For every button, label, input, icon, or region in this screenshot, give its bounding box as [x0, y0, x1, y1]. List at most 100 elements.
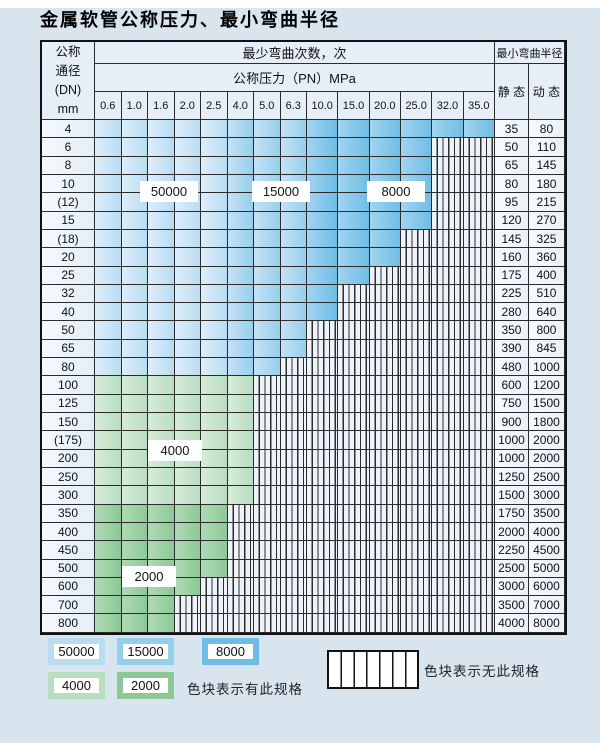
- dynamic-value-cell: 325: [528, 229, 565, 249]
- spec-cell: [307, 284, 339, 304]
- spec-cell: [338, 120, 370, 139]
- static-value-cell: 1000: [493, 449, 529, 468]
- spec-cell: [338, 138, 370, 157]
- spec-cell: [369, 156, 401, 175]
- spec-cell: [174, 284, 201, 304]
- no-spec-cell: [280, 394, 307, 413]
- no-spec-cell: [400, 486, 433, 505]
- spec-cell: [148, 138, 175, 157]
- no-spec-cell: [280, 358, 307, 377]
- no-spec-cell: [369, 486, 401, 505]
- pressure-col-header: 4.0: [227, 92, 254, 120]
- spec-cell: [227, 394, 254, 413]
- no-spec-cell: [432, 541, 464, 560]
- spec-cell: [95, 138, 122, 157]
- spec-cell: [121, 596, 148, 615]
- spec-cell: [254, 266, 281, 285]
- legend-swatch-8000: 8000: [202, 638, 259, 665]
- dynamic-value-cell: 5000: [528, 559, 565, 578]
- no-spec-cell: [307, 596, 339, 615]
- spec-cell: [227, 431, 254, 450]
- dynamic-value-cell: 800: [528, 321, 565, 340]
- static-value-cell: 95: [493, 193, 529, 212]
- dn-cell: 800: [42, 614, 95, 633]
- no-spec-cell: [463, 229, 495, 249]
- pressure-col-header: 20.0: [369, 92, 401, 120]
- static-value-cell: 1250: [493, 467, 529, 487]
- spec-cell: [307, 138, 339, 157]
- no-spec-cell: [432, 339, 464, 359]
- spec-cell: [148, 541, 175, 560]
- static-value-cell: 80: [493, 174, 529, 194]
- no-spec-cell: [254, 596, 281, 615]
- static-value-cell: 390: [493, 339, 529, 359]
- corner-line: 通径: [55, 63, 81, 78]
- dynamic-column-header: 动 态: [528, 64, 565, 120]
- spec-cell: [121, 339, 148, 359]
- spec-cell: [121, 504, 148, 523]
- corner-line: (DN): [54, 82, 82, 97]
- spec-cell: [95, 614, 122, 633]
- spec-cell: [307, 174, 339, 194]
- spec-cell: [121, 449, 148, 468]
- spec-cell: [95, 339, 122, 359]
- dn-cell: 20: [42, 248, 95, 267]
- spec-cell: [148, 376, 175, 395]
- spec-cell: [338, 211, 370, 230]
- legend-no-spec-text: 色块表示无此规格: [424, 664, 540, 679]
- no-spec-cell: [201, 577, 228, 597]
- spec-cell: [201, 449, 228, 468]
- pressure-col-header: 0.6: [95, 92, 122, 120]
- spec-cell: [121, 614, 148, 633]
- spec-cell: [95, 486, 122, 505]
- spec-cell: [121, 431, 148, 450]
- no-spec-cell: [369, 266, 401, 285]
- no-spec-cell: [369, 394, 401, 413]
- spec-cell: [121, 303, 148, 322]
- dynamic-value-cell: 1800: [528, 413, 565, 432]
- no-spec-cell: [280, 486, 307, 505]
- pressure-col-header: 2.5: [201, 92, 228, 120]
- no-spec-cell: [338, 614, 370, 633]
- spec-cell: [254, 248, 281, 267]
- spec-cell: [95, 358, 122, 377]
- no-spec-cell: [463, 248, 495, 267]
- spec-cell: [148, 229, 175, 249]
- no-spec-cell: [227, 504, 254, 523]
- static-value-cell: 2000: [493, 522, 529, 542]
- static-value-cell: 280: [493, 303, 529, 322]
- no-spec-cell: [338, 376, 370, 395]
- no-spec-cell: [400, 284, 433, 304]
- legend-has-spec-text: 色块表示有此规格: [187, 682, 303, 697]
- spec-cell: [121, 321, 148, 340]
- no-spec-cell: [400, 358, 433, 377]
- spec-cell: [227, 120, 254, 139]
- no-spec-cell: [254, 486, 281, 505]
- dn-cell: 600: [42, 577, 95, 597]
- no-spec-cell: [307, 467, 339, 487]
- no-spec-cell: [254, 413, 281, 432]
- dn-cell: 150: [42, 413, 95, 432]
- spec-cell: [95, 522, 122, 542]
- no-spec-cell: [400, 321, 433, 340]
- no-spec-cell: [338, 321, 370, 340]
- no-spec-cell: [432, 504, 464, 523]
- spec-cell: [400, 156, 433, 175]
- spec-cell: [148, 321, 175, 340]
- spec-cell: [201, 486, 228, 505]
- spec-cell: [121, 248, 148, 267]
- no-spec-cell: [307, 394, 339, 413]
- spec-cell: [227, 138, 254, 157]
- no-spec-cell: [369, 467, 401, 487]
- spec-cell: [254, 303, 281, 322]
- spec-cell: [95, 120, 122, 139]
- spec-cell: [227, 321, 254, 340]
- spec-cell: [201, 174, 228, 194]
- static-value-cell: 2500: [493, 559, 529, 578]
- no-spec-cell: [280, 449, 307, 468]
- dynamic-value-cell: 360: [528, 248, 565, 267]
- spec-cell: [201, 321, 228, 340]
- dn-cell: 400: [42, 522, 95, 542]
- dynamic-value-cell: 400: [528, 266, 565, 285]
- spec-cell: [121, 541, 148, 560]
